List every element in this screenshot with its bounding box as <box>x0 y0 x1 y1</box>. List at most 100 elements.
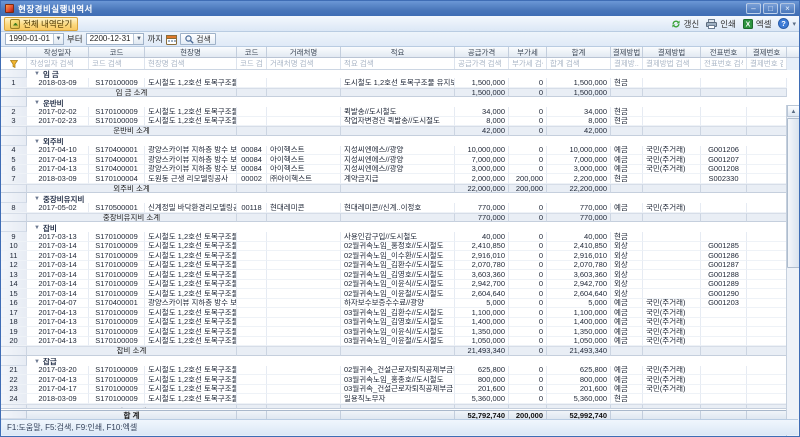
filter-input[interactable] <box>701 58 746 69</box>
cell-code: S170100009 <box>89 241 145 251</box>
scrollbar-thumb[interactable] <box>787 118 799 268</box>
collapse-group-icon[interactable]: ▼ <box>34 358 40 365</box>
row-indicator <box>1 355 27 358</box>
group-row[interactable]: ▼ 잡비 <box>1 224 787 232</box>
cell-code: S170100009 <box>89 232 145 242</box>
column-header[interactable]: 코드 <box>89 47 145 57</box>
minimize-button[interactable]: – <box>746 3 761 14</box>
filter-input[interactable] <box>547 58 610 69</box>
vertical-scrollbar[interactable]: ▲ ▼ <box>786 105 799 436</box>
column-header[interactable]: 작성일자 <box>27 47 89 57</box>
column-header[interactable]: 공급가격 <box>455 47 509 57</box>
collapse-group-icon[interactable]: ▼ <box>34 225 40 231</box>
filter-input[interactable] <box>611 58 642 69</box>
column-header[interactable]: 거래처명 <box>267 47 341 57</box>
calendar-icon[interactable] <box>166 34 178 45</box>
collapse-group-icon[interactable]: ▼ <box>34 196 40 202</box>
column-header[interactable]: 적요 <box>341 47 455 57</box>
group-row[interactable]: ▼ 운반비 <box>1 99 787 107</box>
group-row[interactable]: ▼ 중장비유지비 <box>1 195 787 203</box>
chevron-down-icon[interactable]: ▼ <box>133 34 144 44</box>
cell-desc: 사용인감구입//도시철도 <box>341 232 455 242</box>
column-header[interactable]: 코드 <box>237 47 267 57</box>
filter-input[interactable] <box>509 58 546 69</box>
chevron-down-icon[interactable]: ▼ <box>52 34 63 44</box>
maximize-button[interactable]: □ <box>763 3 778 14</box>
column-header[interactable]: 현장명 <box>145 47 237 57</box>
collapse-group-icon[interactable]: ▼ <box>34 100 40 106</box>
cell-vat: 0 <box>509 327 547 337</box>
subtotal-vcode <box>237 126 267 136</box>
row-number: 1 <box>1 78 27 88</box>
column-header[interactable]: 결제방법 <box>643 47 701 57</box>
group-row[interactable]: ▼ 외주비 <box>1 137 787 146</box>
group-row[interactable]: ▼ 잡급 <box>1 357 787 366</box>
filter-input[interactable] <box>89 58 144 69</box>
collapse-group-icon[interactable]: ▼ <box>34 71 40 77</box>
filter-input[interactable] <box>643 58 700 69</box>
column-header[interactable]: 부가세 <box>509 47 547 57</box>
group-row[interactable]: ▼ 임 금 <box>1 70 787 78</box>
print-button[interactable]: 인쇄 <box>706 18 736 30</box>
filter-input[interactable] <box>27 58 88 69</box>
date-to-input[interactable]: 2200-12-31 ▼ <box>85 33 145 45</box>
filter-input[interactable] <box>341 58 454 69</box>
column-header[interactable]: 전표번호 <box>701 47 747 57</box>
collapse-all-button[interactable]: 전체 내역닫기 <box>4 16 79 31</box>
cell-vcode <box>237 78 267 88</box>
excel-button[interactable]: X 엑셀 <box>742 18 771 30</box>
cell-site: 도시철도 1,2호선 토목구조물 유지... <box>145 365 237 375</box>
cell-code: S170100009 <box>89 270 145 280</box>
search-button[interactable]: 검색 <box>180 33 216 45</box>
filter-input[interactable] <box>267 58 340 69</box>
filter-input[interactable] <box>237 58 266 69</box>
cell-desc: 03월귀속노임_김환수//도시철도 <box>341 308 455 318</box>
refresh-button[interactable]: 갱신 <box>671 18 699 30</box>
column-header[interactable]: 결제방법 <box>611 47 643 57</box>
filter-input[interactable] <box>455 58 508 69</box>
table-row[interactable]: 7 2018-03-09 S170100004 도원동 근생 리모델링공사 00002 ㈜… <box>1 174 787 184</box>
cell-site: 광양스카이뷰 지하층 방수 보수공사 <box>145 164 237 174</box>
cell-slip <box>701 107 747 117</box>
close-button[interactable]: × <box>780 3 795 14</box>
filter-input[interactable] <box>747 58 786 69</box>
cell-date: 2017-03-14 <box>27 260 89 270</box>
cell-pay: 외상 <box>611 279 643 289</box>
row-indicator <box>1 87 27 97</box>
column-header[interactable]: 결제번호 <box>747 47 787 57</box>
filter-input[interactable] <box>145 58 236 69</box>
collapse-group-icon[interactable]: ▼ <box>34 138 40 145</box>
row-number: 22 <box>1 375 27 385</box>
date-from-input[interactable]: 1990-01-01 ▼ <box>5 33 64 45</box>
column-header[interactable]: 합계 <box>547 47 611 57</box>
select-all-corner[interactable] <box>1 47 27 57</box>
help-button[interactable]: ? ▾ <box>778 18 796 29</box>
cell-code: S170100009 <box>89 107 145 117</box>
scroll-up-icon[interactable]: ▲ <box>787 105 799 117</box>
funnel-icon[interactable] <box>9 59 18 68</box>
toolbar-overflow-caret-icon[interactable]: ▾ <box>792 20 796 28</box>
